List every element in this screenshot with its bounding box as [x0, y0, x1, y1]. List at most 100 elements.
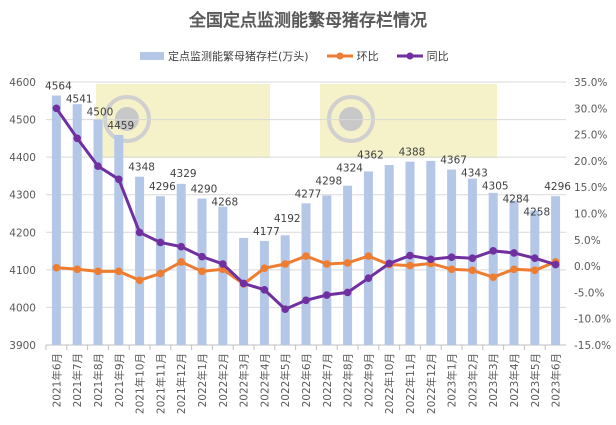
- point-yoy: [177, 242, 185, 251]
- x-axis-tick: 2022年1月: [196, 353, 209, 407]
- point-mom: [177, 258, 185, 266]
- data-label: 4329: [170, 168, 197, 180]
- right-axis-tick: 25.0%: [574, 130, 607, 142]
- point-yoy: [531, 254, 539, 263]
- data-label: 4177: [253, 226, 280, 238]
- x-axis-tick: 2023年5月: [529, 353, 542, 407]
- x-axis-tick: 2021年9月: [113, 353, 126, 407]
- data-label: 4367: [440, 155, 467, 167]
- data-label: 4362: [357, 149, 384, 161]
- bar: [218, 206, 228, 345]
- point-yoy: [551, 260, 560, 269]
- x-axis-tick: 2022年9月: [362, 353, 375, 407]
- point-mom: [52, 263, 61, 272]
- point-yoy: [94, 162, 102, 170]
- legend-swatch: [140, 52, 164, 60]
- bar: [72, 104, 82, 345]
- point-mom: [323, 260, 331, 268]
- data-label: 4324: [336, 162, 363, 174]
- point-yoy: [364, 274, 373, 282]
- bar: [114, 134, 124, 345]
- x-axis-tick: 2022年3月: [238, 353, 251, 407]
- point-yoy: [156, 238, 165, 247]
- point-yoy: [489, 247, 498, 255]
- legend-label: 定点监测能繁母猪存栏(万头): [168, 50, 309, 63]
- x-axis-tick: 2023年3月: [487, 353, 500, 407]
- x-axis-tick: 2023年6月: [550, 353, 563, 407]
- point-mom: [364, 252, 373, 260]
- point-yoy: [135, 228, 144, 237]
- point-mom: [343, 259, 352, 267]
- point-yoy: [343, 288, 352, 297]
- data-label: 4192: [274, 213, 301, 225]
- legend-item-yoy: 同比: [396, 48, 449, 64]
- bar: [426, 160, 436, 345]
- x-axis-tick: 2022年8月: [342, 353, 355, 407]
- data-label: 4290: [191, 183, 218, 195]
- legend-marker-mom: [326, 52, 353, 60]
- x-axis-tick: 2022年6月: [300, 353, 313, 407]
- watermark-logo-icon: [327, 95, 375, 143]
- data-label: 4305: [482, 181, 509, 193]
- right-axis-tick: 35.0%: [574, 77, 607, 89]
- bar: [93, 119, 103, 345]
- point-mom: [156, 269, 165, 278]
- point-yoy: [427, 255, 435, 264]
- data-label: 4296: [544, 181, 571, 193]
- data-label: 4296: [149, 181, 176, 193]
- watermark-logo-icon: [103, 95, 151, 143]
- bar: [301, 203, 311, 345]
- bar: [51, 95, 61, 345]
- chart-title: 全国定点监测能繁母猪存栏情况: [189, 11, 427, 31]
- point-mom: [468, 266, 477, 275]
- legend-item-bar: 定点监测能繁母猪存栏(万头): [140, 48, 309, 64]
- x-axis-tick: 2023年2月: [466, 353, 479, 407]
- right-axis-tick: 10.0%: [574, 209, 607, 221]
- x-axis-tick: 2021年12月: [175, 353, 188, 414]
- watermark-logo-icon: [115, 107, 139, 131]
- x-axis-tick: 2021年7月: [71, 353, 84, 407]
- point-yoy: [323, 291, 331, 299]
- bar: [322, 195, 332, 345]
- point-yoy: [302, 296, 310, 305]
- right-axis-tick: -15.0%: [574, 340, 611, 352]
- point-mom: [447, 265, 456, 274]
- data-label: 4388: [399, 147, 426, 159]
- right-axis-tick: -10.0%: [574, 314, 611, 326]
- x-axis-tick: 2022年7月: [321, 353, 334, 407]
- data-label: 4459: [107, 120, 134, 132]
- point-yoy: [510, 249, 518, 257]
- point-yoy: [239, 279, 248, 288]
- point-mom: [260, 264, 269, 273]
- bar: [239, 237, 249, 345]
- data-label: 4500: [87, 107, 114, 119]
- x-axis-tick: 2022年11月: [404, 353, 417, 414]
- point-yoy: [73, 134, 81, 143]
- point-yoy: [198, 252, 206, 261]
- data-label: 4298: [315, 175, 342, 187]
- x-axis-tick: 2023年4月: [508, 353, 521, 407]
- left-axis-tick: 4200: [9, 227, 36, 239]
- bar: [530, 210, 540, 345]
- point-yoy: [406, 251, 414, 260]
- right-axis-tick: -5.0%: [574, 287, 604, 299]
- left-axis-tick: 4000: [9, 302, 36, 314]
- point-yoy: [447, 253, 456, 261]
- point-mom: [302, 252, 310, 260]
- bar: [551, 196, 561, 345]
- point-yoy: [468, 254, 477, 263]
- right-axis-tick: 5.0%: [574, 235, 601, 247]
- data-label: 4258: [523, 207, 550, 219]
- right-axis-tick: 15.0%: [574, 182, 607, 194]
- data-label: 4284: [503, 194, 530, 206]
- watermark-logo-icon: [339, 107, 363, 131]
- x-axis-tick: 2023年1月: [446, 353, 459, 407]
- legend: 定点监测能繁母猪存栏(万头) 环比 同比: [140, 48, 449, 64]
- right-axis-tick: 0.0%: [574, 261, 601, 273]
- point-mom: [73, 265, 81, 274]
- point-yoy: [281, 305, 290, 314]
- x-axis-tick: 2022年4月: [258, 353, 271, 407]
- legend-item-mom: 环比: [326, 48, 379, 64]
- point-yoy: [260, 285, 269, 294]
